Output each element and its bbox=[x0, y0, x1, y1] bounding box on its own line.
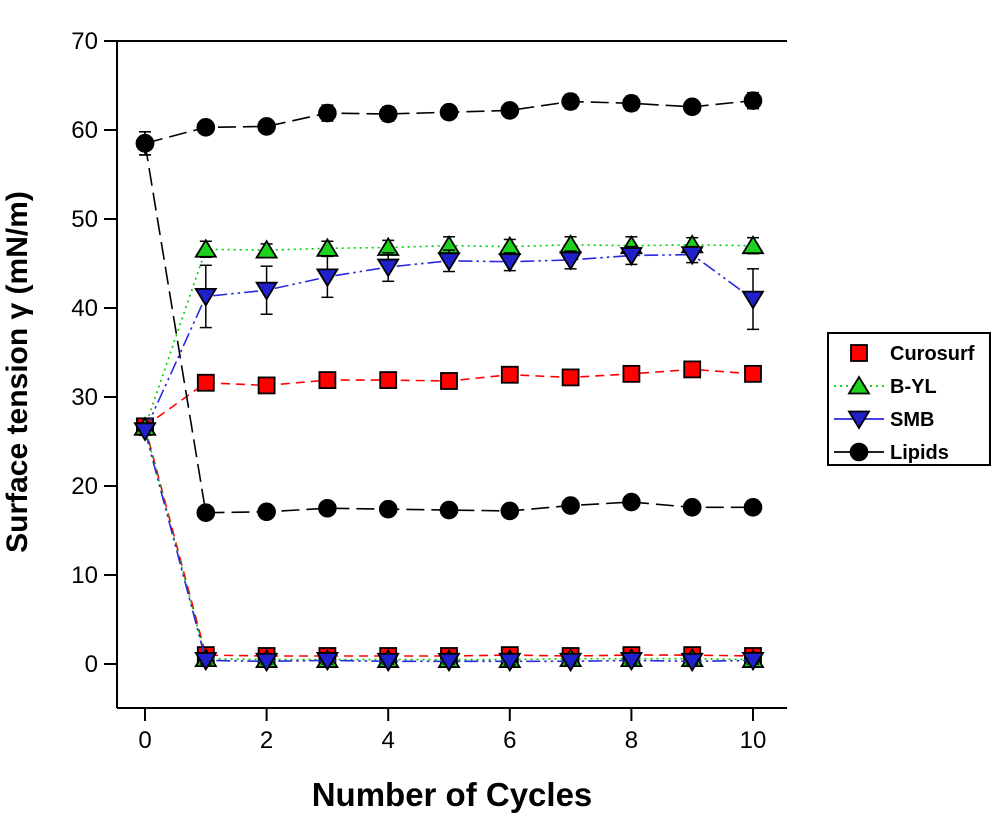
series-smb-min bbox=[133, 422, 765, 673]
y-tick-label: 50 bbox=[71, 206, 98, 233]
y-tick-label: 0 bbox=[85, 651, 98, 678]
legend-label: B-YL bbox=[890, 376, 937, 398]
legend-label: SMB bbox=[890, 409, 934, 431]
legend-item-curosurf: Curosurf bbox=[850, 343, 975, 365]
legend-item-b-yl: B-YL bbox=[834, 375, 937, 398]
legend-item-lipids: Lipids bbox=[834, 442, 949, 464]
series-b-yl-min bbox=[133, 416, 765, 668]
legend-item-smb: SMB bbox=[834, 409, 934, 431]
axes-frame bbox=[116, 40, 787, 709]
x-tick-label: 10 bbox=[740, 727, 767, 754]
x-tick-label: 4 bbox=[382, 727, 395, 754]
x-tick-label: 6 bbox=[503, 727, 516, 754]
legend-box: Curosurf B-YL SMB Lipids bbox=[827, 332, 991, 466]
y-tick-label: 20 bbox=[71, 473, 98, 500]
y-tick-label: 10 bbox=[71, 562, 98, 589]
series-lipids-max bbox=[135, 91, 763, 156]
plot-area: 0 10 20 30 40 50 60 70 0 2 4 6 8 10 bbox=[71, 28, 787, 754]
series-curosurf-min bbox=[136, 417, 762, 665]
y-tick-label: 70 bbox=[71, 28, 98, 55]
x-axis-title: Number of Cycles bbox=[312, 776, 593, 813]
y-axis-title: Surface tension γ (mN/m) bbox=[1, 191, 34, 553]
series-lipids-min bbox=[135, 131, 763, 523]
x-tick-label: 0 bbox=[138, 727, 151, 754]
x-tick-label: 8 bbox=[625, 727, 638, 754]
series-curosurf-max bbox=[136, 360, 762, 436]
y-tick-label: 60 bbox=[71, 117, 98, 144]
legend-label: Curosurf bbox=[890, 343, 975, 365]
series-smb-max bbox=[133, 245, 765, 442]
y-tick-label: 40 bbox=[71, 295, 98, 322]
y-tick-label: 30 bbox=[71, 384, 98, 411]
y-axis-ticks: 0 10 20 30 40 50 60 70 bbox=[71, 28, 117, 678]
x-axis-ticks: 0 2 4 6 8 10 bbox=[138, 708, 766, 754]
x-tick-label: 2 bbox=[260, 727, 273, 754]
legend-label: Lipids bbox=[890, 442, 949, 464]
